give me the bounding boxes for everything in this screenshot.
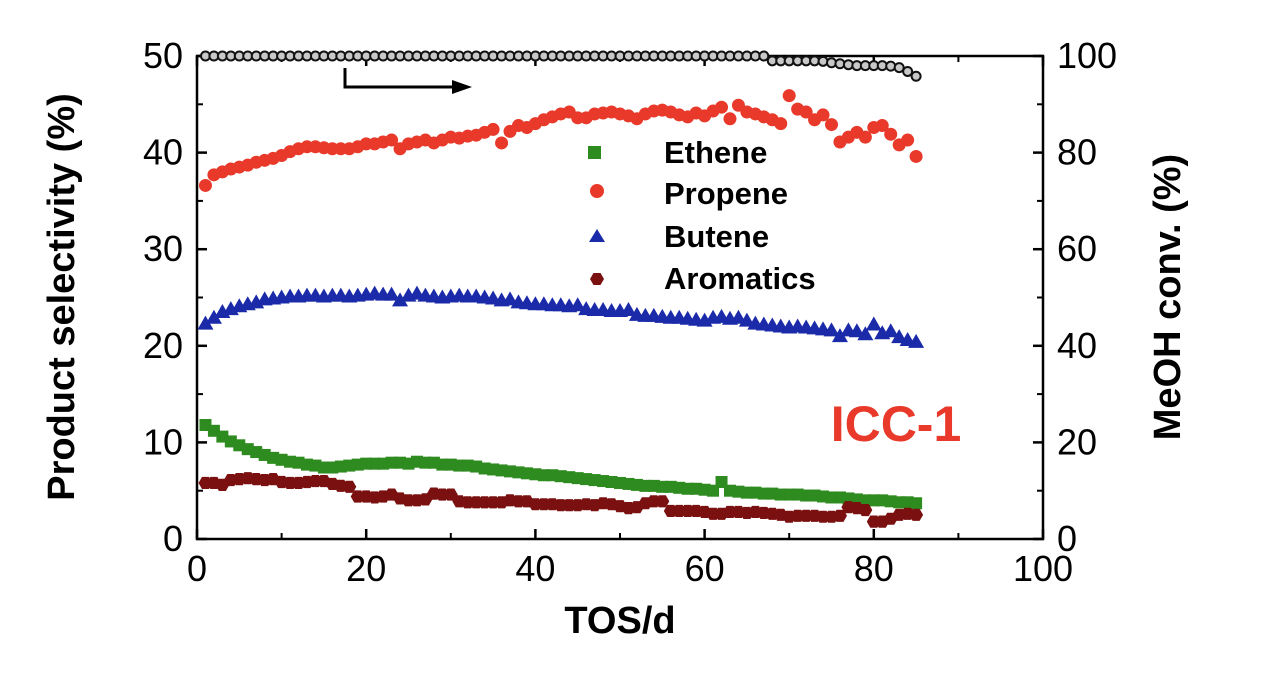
right-y-tick-label: 0 xyxy=(1057,518,1077,559)
point-propene xyxy=(858,130,872,144)
left-y-tick-label: 10 xyxy=(143,421,183,462)
legend-item-ethene: Ethene xyxy=(588,135,767,170)
legend-label-butene: Butene xyxy=(664,219,769,254)
point-propene xyxy=(816,108,830,122)
point-butene xyxy=(857,326,874,341)
arrow-head xyxy=(452,80,472,94)
point-propene xyxy=(799,105,813,119)
right-y-tick-label: 80 xyxy=(1057,132,1097,173)
series-propene xyxy=(198,89,923,192)
series-layer xyxy=(197,50,925,528)
point-butene xyxy=(205,309,222,324)
legend-marker-ethene xyxy=(588,146,601,159)
legend-label-aromatics: Aromatics xyxy=(664,261,816,296)
point-propene xyxy=(486,122,500,136)
point-meoh-conv xyxy=(910,70,922,82)
legend-item-aromatics: Aromatics xyxy=(590,261,816,296)
point-propene xyxy=(198,178,212,192)
point-propene xyxy=(825,118,838,132)
point-butene xyxy=(569,297,586,312)
x-tick-label: 80 xyxy=(854,548,894,589)
legend-label-ethene: Ethene xyxy=(664,135,767,170)
point-propene xyxy=(875,119,889,133)
series-meoh-conv xyxy=(199,50,922,82)
point-propene xyxy=(884,127,898,141)
point-meoh-conv xyxy=(758,50,770,62)
point-ethene xyxy=(910,497,923,510)
legend-marker-propene xyxy=(590,184,604,198)
legend-item-butene: Butene xyxy=(589,219,769,254)
right-y-tick-label: 40 xyxy=(1057,325,1097,366)
legend-item-propene: Propene xyxy=(590,176,788,211)
x-tick-label: 40 xyxy=(515,548,555,589)
point-aromatics xyxy=(655,495,670,508)
x-tick-label: 20 xyxy=(346,548,386,589)
point-aromatics xyxy=(342,480,357,493)
point-butene xyxy=(197,315,214,330)
point-aromatics xyxy=(909,508,924,521)
point-butene xyxy=(831,328,848,343)
point-butene xyxy=(502,291,519,306)
left-y-axis-title: Product selectivity (%) xyxy=(41,93,83,501)
point-butene xyxy=(392,292,409,307)
legend-marker-aromatics xyxy=(590,273,604,285)
series-butene xyxy=(197,285,925,348)
point-butene xyxy=(823,322,840,337)
x-tick-label: 100 xyxy=(1013,548,1073,589)
point-meoh-conv xyxy=(893,62,905,74)
point-aromatics xyxy=(833,509,847,522)
series-aromatics xyxy=(198,472,924,528)
sample-annotation: ICC-1 xyxy=(831,396,962,452)
legend-label-propene: Propene xyxy=(664,176,788,211)
point-meoh-conv xyxy=(902,65,914,77)
point-propene xyxy=(723,112,737,126)
point-propene xyxy=(909,149,923,163)
point-aromatics xyxy=(443,488,458,501)
left-y-tick-label: 50 xyxy=(143,35,183,76)
left-y-tick-label: 30 xyxy=(143,228,183,269)
point-meoh-conv xyxy=(885,60,897,72)
arrow-line xyxy=(343,68,458,89)
point-propene xyxy=(495,136,509,150)
point-propene xyxy=(774,117,788,131)
legend: Ethene Propene Butene Aromatics xyxy=(588,135,816,296)
point-butene xyxy=(882,323,899,338)
point-butene xyxy=(865,316,882,331)
series-ethene xyxy=(199,419,923,510)
point-butene xyxy=(891,329,908,344)
right-axis-arrow xyxy=(343,68,472,94)
right-y-tick-label: 20 xyxy=(1057,421,1097,462)
point-butene xyxy=(738,312,755,327)
point-propene xyxy=(715,100,729,114)
left-y-tick-label: 0 xyxy=(163,518,183,559)
point-propene xyxy=(901,133,915,147)
point-butene xyxy=(620,302,637,317)
point-propene xyxy=(385,133,399,147)
x-tick-label: 60 xyxy=(685,548,725,589)
point-meoh-conv xyxy=(817,55,829,67)
left-y-tick-label: 40 xyxy=(143,132,183,173)
x-tick-label: 0 xyxy=(187,548,207,589)
point-butene xyxy=(383,286,400,301)
point-butene xyxy=(908,333,925,348)
legend-marker-butene xyxy=(589,229,605,242)
point-butene xyxy=(730,309,747,324)
left-y-tick-label: 20 xyxy=(143,325,183,366)
right-y-axis-title: MeOH conv. (%) xyxy=(1147,154,1189,440)
point-butene xyxy=(848,323,865,338)
x-axis-title: TOS/d xyxy=(564,600,675,642)
point-propene xyxy=(782,89,796,103)
point-aromatics xyxy=(858,504,873,517)
right-y-tick-label: 60 xyxy=(1057,228,1097,269)
right-y-tick-label: 100 xyxy=(1057,35,1117,76)
